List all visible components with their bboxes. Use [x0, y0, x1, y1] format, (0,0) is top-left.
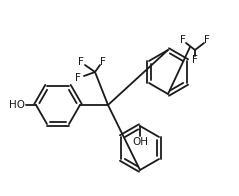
Text: OH: OH [132, 137, 148, 147]
Text: F: F [75, 73, 81, 83]
Text: HO: HO [9, 100, 25, 110]
Text: F: F [78, 57, 84, 67]
Text: F: F [204, 35, 210, 45]
Text: F: F [180, 35, 186, 45]
Text: F: F [100, 57, 106, 67]
Text: F: F [192, 55, 198, 65]
